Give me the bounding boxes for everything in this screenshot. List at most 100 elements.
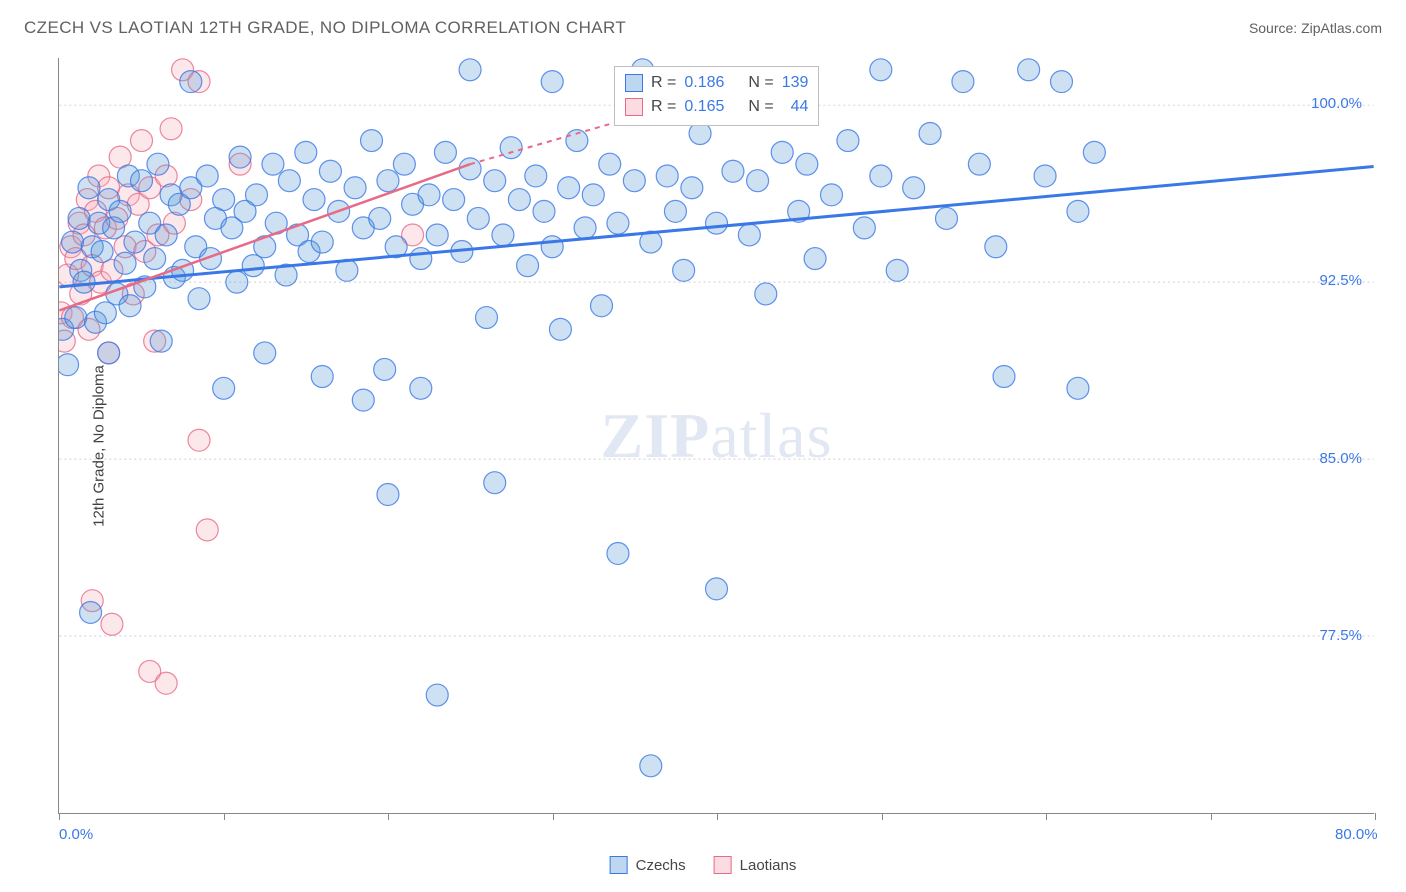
point-czechs [607,212,629,234]
point-czechs [681,177,703,199]
point-czechs [278,170,300,192]
r-label: R = [651,74,676,92]
point-czechs [1051,71,1073,93]
point-czechs [131,170,153,192]
point-czechs [549,318,571,340]
point-laotians [131,130,153,152]
legend-item: Czechs [610,856,686,874]
point-czechs [80,601,102,623]
n-label: N = [748,98,773,116]
point-czechs [91,240,113,262]
point-czechs [870,165,892,187]
legend-swatch [610,856,628,874]
point-czechs [1018,59,1040,81]
legend-bottom: Czechs Laotians [610,856,797,874]
point-laotians [101,613,123,635]
point-czechs [65,307,87,329]
point-czechs [837,130,859,152]
point-czechs [147,153,169,175]
stats-swatch [625,74,643,92]
point-czechs [213,189,235,211]
x-tick [224,813,225,820]
point-czechs [229,146,251,168]
point-czechs [467,207,489,229]
point-czechs [919,123,941,145]
point-czechs [377,483,399,505]
point-czechs [623,170,645,192]
point-czechs [98,342,120,364]
r-label: R = [651,98,676,116]
point-czechs [558,177,580,199]
point-czechs [459,59,481,81]
y-tick-label: 85.0% [1319,450,1362,467]
point-czechs [722,160,744,182]
point-czechs [591,295,613,317]
point-czechs [952,71,974,93]
point-czechs [673,259,695,281]
x-tick [59,813,60,820]
point-czechs [180,71,202,93]
stats-row: R = 0.186 N = 139 [625,71,808,95]
point-czechs [344,177,366,199]
x-tick [717,813,718,820]
x-tick-label: 0.0% [59,826,93,843]
point-czechs [1067,200,1089,222]
point-czechs [804,248,826,270]
point-czechs [821,184,843,206]
point-czechs [59,354,79,376]
point-czechs [508,189,530,211]
point-czechs [985,236,1007,258]
n-value: 44 [782,98,809,116]
chart-title: CZECH VS LAOTIAN 12TH GRADE, NO DIPLOMA … [24,18,626,38]
point-czechs [993,366,1015,388]
point-czechs [352,389,374,411]
point-czechs [73,271,95,293]
point-czechs [533,200,555,222]
point-czechs [262,153,284,175]
r-value: 0.165 [684,98,724,116]
point-czechs [410,248,432,270]
point-czechs [311,231,333,253]
point-czechs [418,184,440,206]
point-czechs [426,684,448,706]
point-czechs [426,224,448,246]
point-czechs [319,160,341,182]
point-czechs [607,542,629,564]
point-laotians [160,118,182,140]
point-czechs [369,207,391,229]
point-czechs [706,578,728,600]
point-czechs [410,377,432,399]
x-tick [388,813,389,820]
n-label: N = [748,74,773,92]
point-czechs [541,236,563,258]
point-czechs [150,330,172,352]
point-czechs [361,130,383,152]
point-czechs [1067,377,1089,399]
stats-legend-box: R = 0.186 N = 139 R = 0.165 N = 44 [614,66,819,126]
point-czechs [574,217,596,239]
point-czechs [295,141,317,163]
point-laotians [188,429,210,451]
point-czechs [114,252,136,274]
x-tick [553,813,554,820]
point-czechs [492,224,514,246]
x-tick [1211,813,1212,820]
point-czechs [968,153,990,175]
y-tick-label: 100.0% [1311,95,1362,112]
point-czechs [903,177,925,199]
point-czechs [393,153,415,175]
point-czechs [196,165,218,187]
point-czechs [853,217,875,239]
legend-item: Laotians [714,856,797,874]
point-czechs [443,189,465,211]
point-czechs [246,184,268,206]
point-czechs [311,366,333,388]
point-laotians [155,672,177,694]
x-tick [1046,813,1047,820]
point-czechs [664,200,686,222]
point-czechs [68,207,90,229]
point-czechs [599,153,621,175]
point-czechs [484,472,506,494]
point-czechs [242,255,264,277]
source-label: Source: ZipAtlas.com [1249,20,1382,36]
